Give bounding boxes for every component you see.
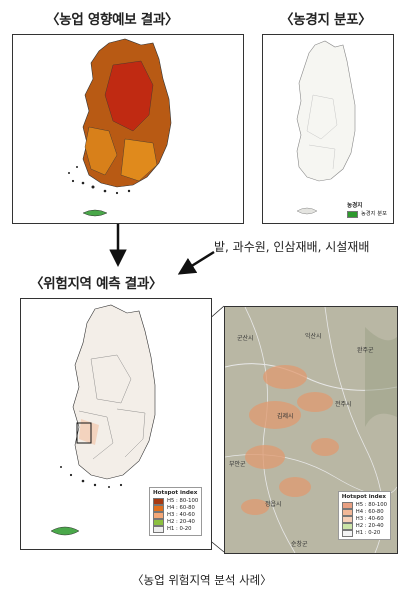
forecast-map-panel xyxy=(12,34,244,224)
risk-legend-row: H4 : 60-80 xyxy=(153,505,198,512)
risk-legend-row: H1 : 0-20 xyxy=(153,526,198,533)
farmland-legend-title: 농경지 xyxy=(346,203,363,209)
farmland-map xyxy=(296,40,356,215)
diagonal-arrow xyxy=(177,250,215,275)
place-label: 정읍시 xyxy=(265,501,282,508)
zoom-legend-row: H4 : 60-80 xyxy=(341,509,387,516)
zoom-legend-row: H3 : 40-60 xyxy=(341,516,387,523)
forecast-map xyxy=(68,38,172,217)
risk-legend-row: H5 : 80-100 xyxy=(153,498,198,505)
zoom-legend: Hotspot index H5 : 80-100 H4 : 60-80 H3 … xyxy=(337,491,391,540)
risk-legend-title: Hotspot index xyxy=(153,490,198,496)
risk-legend-row: H3 : 40-60 xyxy=(153,512,198,519)
zoom-legend-row: H1 : 0-20 xyxy=(341,530,387,537)
zoom-map-panel: 군산시 익산시 완주군 김제시 전주시 부안군 정읍시 순창군 Hotspot … xyxy=(224,306,398,554)
zoom-box xyxy=(76,422,92,444)
risk-map xyxy=(50,304,156,536)
place-label: 전주시 xyxy=(335,401,352,408)
farmland-swatch xyxy=(346,211,358,218)
forecast-title: 〈농업 영향예보 결과〉 xyxy=(46,12,179,28)
zoom-legend-row: H2 : 20-40 xyxy=(341,523,387,530)
risk-title: 〈위험지역 예측 결과〉 xyxy=(30,276,163,292)
place-label: 김제시 xyxy=(277,413,294,420)
farmland-title: 〈농경지 분포〉 xyxy=(280,12,372,28)
farmland-map-panel: 농경지 농경지 분포 xyxy=(262,34,394,224)
place-label: 부안군 xyxy=(229,461,246,468)
figure-caption: 〈농업 위험지역 분석 사례〉 xyxy=(132,573,272,587)
place-label: 완주군 xyxy=(357,347,374,354)
zoom-legend-row: H5 : 80-100 xyxy=(341,502,387,509)
place-label: 군산시 xyxy=(237,335,254,342)
crop-types-note: 밭, 과수원, 인삼재배, 시설재배 xyxy=(214,240,370,254)
zoom-legend-title: Hotspot index xyxy=(341,494,387,500)
farmland-legend: 농경지 농경지 분포 xyxy=(344,202,389,219)
risk-legend-row: H2 : 20-40 xyxy=(153,519,198,526)
risk-map-panel: Hotspot index H5 : 80-100 H4 : 60-80 H3 … xyxy=(20,298,212,550)
place-label: 순창군 xyxy=(291,541,308,548)
risk-legend: Hotspot index H5 : 80-100 H4 : 60-80 H3 … xyxy=(149,487,203,536)
place-label: 익산시 xyxy=(305,333,322,340)
farmland-legend-item: 농경지 분포 xyxy=(360,211,387,217)
